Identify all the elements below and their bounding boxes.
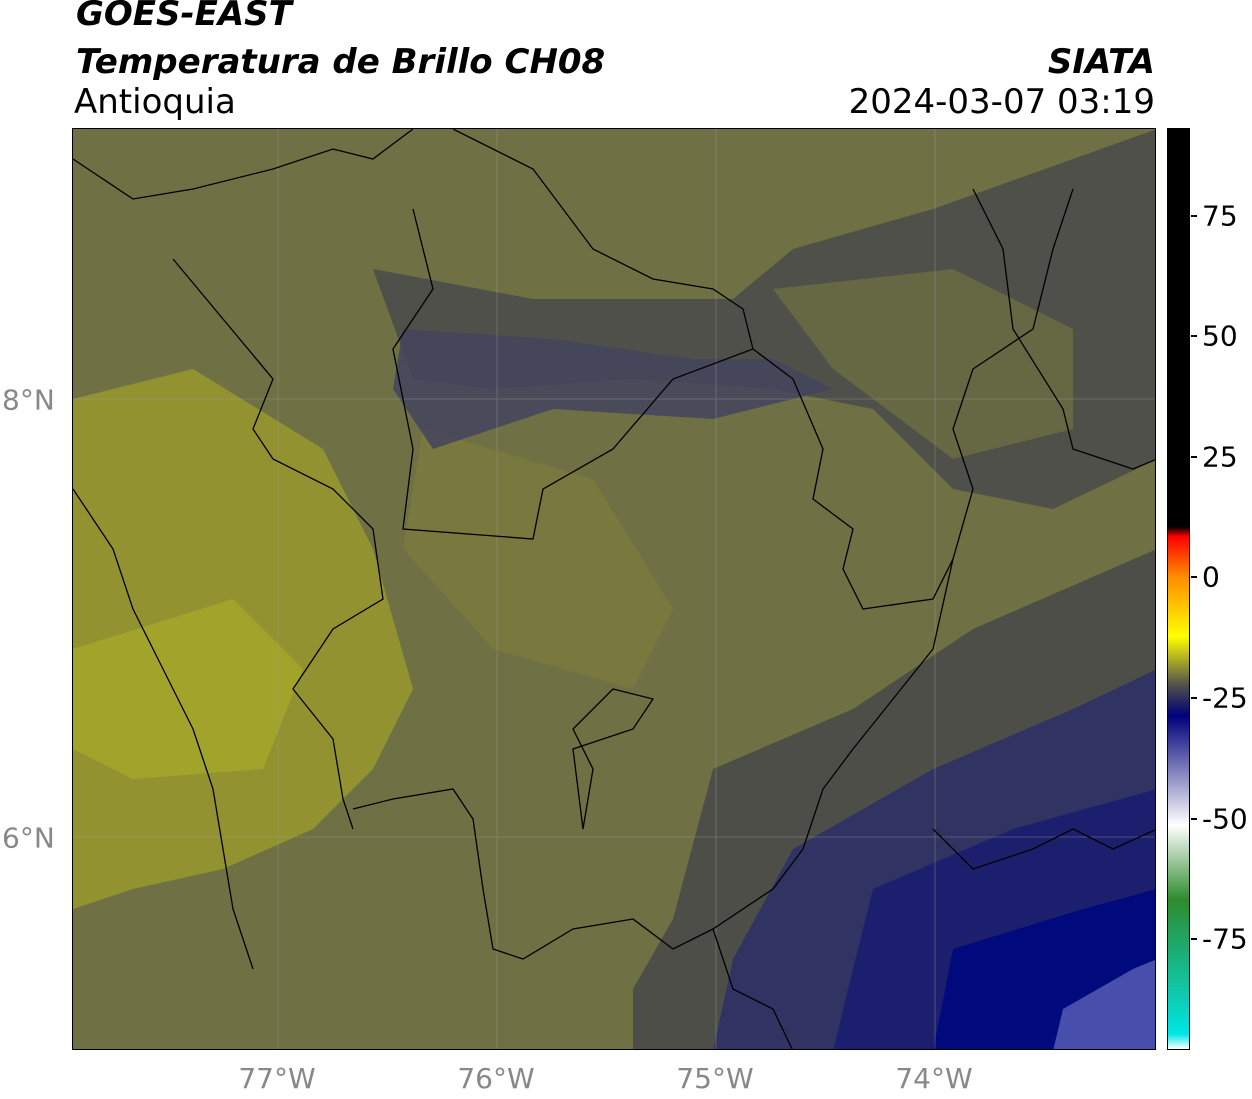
colorbar <box>1167 128 1190 1050</box>
cold-patch-north <box>393 329 833 449</box>
colorbar-tick <box>1191 938 1197 940</box>
region-title: Antioquia <box>74 82 236 122</box>
colorbar-label-50: 50 <box>1202 319 1238 353</box>
coastline-north <box>73 129 414 200</box>
lon-label-77w: 77°W <box>238 1062 316 1095</box>
graticule <box>73 129 1155 1049</box>
map-canvas <box>73 129 1155 1049</box>
satellite-map[interactable] <box>72 128 1156 1050</box>
colorbar-label-minus50: -50 <box>1202 802 1248 836</box>
border-santander <box>972 188 1155 470</box>
border-boyaca <box>932 828 1155 870</box>
colorbar-tick <box>1191 215 1197 217</box>
border-bolivar <box>752 188 1074 610</box>
olive-patch-northeast <box>773 269 1073 459</box>
lon-label-74w: 74°W <box>895 1062 973 1095</box>
border-antioquia-south <box>352 558 954 960</box>
lon-label-76w: 76°W <box>457 1062 535 1095</box>
cold-highlight <box>1053 959 1155 1049</box>
satellite-title: GOES-EAST <box>76 0 292 34</box>
product-title: Temperatura de Brillo CH08 <box>76 42 606 82</box>
lat-label-8n: 8°N <box>2 383 55 417</box>
colorbar-tick <box>1191 456 1197 458</box>
border-caldas <box>712 928 793 1049</box>
colorbar-label-0: 0 <box>1202 560 1220 594</box>
border-valle-aburra <box>572 688 655 830</box>
admin-borders <box>73 129 1155 1049</box>
colorbar-tick <box>1191 818 1197 820</box>
border-choco <box>172 258 384 830</box>
brand-label: SIATA <box>1047 42 1155 82</box>
timestamp-label: 2024-03-07 03:19 <box>848 82 1155 122</box>
olive-region-center <box>403 429 673 689</box>
colorbar-label-minus75: -75 <box>1202 922 1248 956</box>
colorbar-tick <box>1191 335 1197 337</box>
colorbar-label-25: 25 <box>1202 440 1238 474</box>
colorbar-label-minus25: -25 <box>1202 681 1248 715</box>
colorbar-label-75: 75 <box>1202 199 1238 233</box>
warm-region-core <box>73 599 303 779</box>
lon-label-75w: 75°W <box>676 1062 754 1095</box>
colorbar-tick <box>1191 576 1197 578</box>
colorbar-tick <box>1191 697 1197 699</box>
border-cordoba <box>392 129 754 540</box>
coastline-pacific <box>73 488 254 970</box>
lat-label-6n: 6°N <box>2 821 55 855</box>
